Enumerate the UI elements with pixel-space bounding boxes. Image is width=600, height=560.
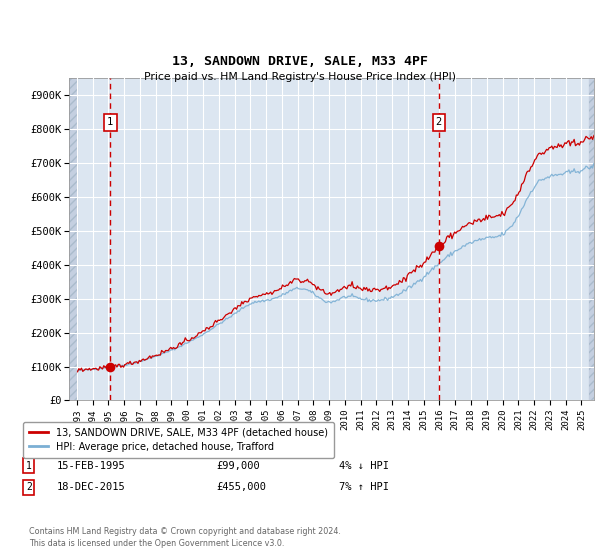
Text: 1: 1: [107, 118, 113, 128]
Text: 15-FEB-1995: 15-FEB-1995: [57, 461, 126, 471]
Bar: [69, 78, 77, 400]
Legend: 13, SANDOWN DRIVE, SALE, M33 4PF (detached house), HPI: Average price, detached : 13, SANDOWN DRIVE, SALE, M33 4PF (detach…: [23, 422, 334, 458]
Text: 7% ↑ HPI: 7% ↑ HPI: [339, 482, 389, 492]
Text: 18-DEC-2015: 18-DEC-2015: [57, 482, 126, 492]
Text: 13, SANDOWN DRIVE, SALE, M33 4PF: 13, SANDOWN DRIVE, SALE, M33 4PF: [172, 55, 428, 68]
Text: 4% ↓ HPI: 4% ↓ HPI: [339, 461, 389, 471]
Text: 2: 2: [26, 482, 32, 492]
Text: Price paid vs. HM Land Registry's House Price Index (HPI): Price paid vs. HM Land Registry's House …: [144, 72, 456, 82]
Text: 2: 2: [436, 118, 442, 128]
Bar: [69, 78, 77, 400]
Text: Contains HM Land Registry data © Crown copyright and database right 2024.
This d: Contains HM Land Registry data © Crown c…: [29, 527, 341, 548]
Bar: [589, 78, 594, 400]
Bar: [589, 78, 594, 400]
Text: £99,000: £99,000: [216, 461, 260, 471]
Text: 1: 1: [26, 461, 32, 471]
Text: £455,000: £455,000: [216, 482, 266, 492]
